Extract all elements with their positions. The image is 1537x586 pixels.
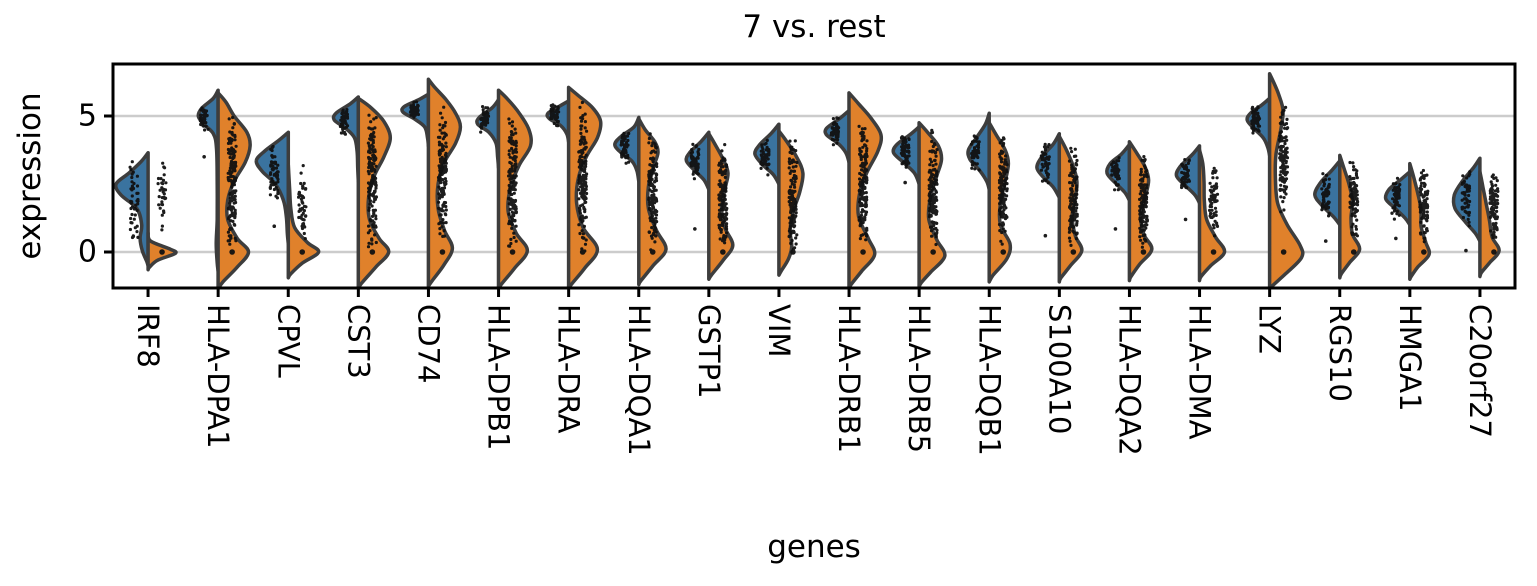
x-tick-label-HLA-DMA: HLA-DMA: [1183, 304, 1217, 440]
dot-strip-rest-CD74: [436, 105, 448, 255]
dot-strip-7-HLA-DQA2: [1110, 156, 1121, 231]
dot-strip-rest-HLA-DMA: [1208, 166, 1220, 255]
x-tick-label-GSTP1: GSTP1: [692, 304, 726, 399]
chart-title: 7 vs. rest: [742, 9, 886, 45]
dot-strip-7-HLA-DQA1: [619, 131, 631, 165]
dot-strip-7-LYZ: [1250, 105, 1262, 135]
x-tick-label-C20orf27: C20orf27: [1463, 304, 1497, 438]
dots-layer: [128, 100, 1500, 255]
dot-strip-7-HLA-DRB1: [829, 116, 841, 147]
dot-strip-rest-HLA-DPB1: [507, 117, 519, 255]
dot-strip-rest-LYZ: [1278, 105, 1290, 255]
y-tick-label-5: 5: [78, 99, 97, 134]
dot-strip-7-HMGA1: [1390, 176, 1402, 241]
x-tick-label-IRF8: IRF8: [131, 304, 165, 368]
y-tick-label-0: 0: [78, 235, 97, 270]
dot-strip-rest-HLA-DPA1: [226, 115, 238, 255]
dot-strip-7-RGS10: [1320, 172, 1331, 243]
dot-strip-rest-CST3: [366, 113, 378, 255]
dot-strip-rest-HLA-DRA: [577, 100, 589, 255]
violin-orange-LYZ: [1267, 72, 1305, 288]
dot-strip-rest-C20orf27: [1488, 173, 1500, 255]
dot-strip-rest-HLA-DQA1: [647, 132, 659, 255]
dot-strip-7-VIM: [759, 138, 771, 177]
violins-layer: [114, 72, 1501, 288]
dot-strip-7-HLA-DPA1: [198, 106, 210, 159]
x-tick-label-HLA-DQB1: HLA-DQB1: [972, 304, 1006, 456]
axes-spines: [111, 62, 1517, 290]
violin-blue-HLA-DPB1: [475, 97, 501, 170]
dot-strip-7-HLA-DMA: [1180, 158, 1191, 222]
x-tick-label-HLA-DRB5: HLA-DRB5: [902, 304, 936, 453]
x-tick-label-HLA-DPA1: HLA-DPA1: [201, 304, 235, 449]
x-tick-label-HLA-DPB1: HLA-DPB1: [482, 304, 516, 450]
violin-orange-HLA-DMA: [1197, 148, 1227, 283]
dot-strip-rest-RGS10: [1348, 160, 1360, 255]
violin-orange-CPVL: [286, 163, 321, 280]
x-tick-label-CPVL: CPVL: [271, 304, 305, 378]
dot-strip-7-HLA-DRB5: [899, 135, 911, 185]
dot-strip-7-GSTP1: [689, 142, 701, 231]
dot-strip-7-CD74: [408, 100, 420, 119]
x-tick-label-HLA-DRA: HLA-DRA: [552, 304, 586, 434]
x-tick-label-VIM: VIM: [762, 304, 796, 357]
x-tick-label-HLA-DQA1: HLA-DQA1: [622, 304, 656, 456]
x-tick-label-HMGA1: HMGA1: [1393, 304, 1427, 412]
dot-strip-7-IRF8: [128, 160, 140, 240]
dot-strip-rest-VIM: [787, 139, 799, 255]
dot-strip-rest-IRF8: [156, 161, 168, 255]
x-tick-label-RGS10: RGS10: [1323, 304, 1357, 402]
dot-strip-rest-HLA-DRB1: [857, 124, 869, 255]
violin-orange-HLA-DRB1: [847, 91, 884, 288]
dot-strip-7-CPVL: [268, 144, 280, 228]
dot-strip-7-HLA-DQB1: [969, 134, 981, 172]
dot-strip-rest-CPVL: [297, 164, 308, 255]
violin-orange-GSTP1: [707, 131, 735, 281]
dot-strip-7-C20orf27: [1460, 170, 1472, 253]
dot-strip-7-HLA-DRA: [549, 103, 561, 128]
dot-strip-rest-S100A10: [1067, 146, 1079, 255]
dot-strip-7-HLA-DPB1: [479, 105, 491, 134]
x-tick-label-LYZ: LYZ: [1253, 304, 1287, 354]
x-tick-label-HLA-DRB1: HLA-DRB1: [832, 304, 866, 453]
y-axis-label: expression: [12, 92, 48, 260]
dot-strip-rest-HLA-DRB5: [927, 128, 939, 255]
x-tick-label-CST3: CST3: [341, 304, 375, 379]
dot-strip-7-S100A10: [1039, 142, 1051, 238]
dot-strip-rest-GSTP1: [717, 143, 729, 255]
dot-strip-rest-HLA-DQB1: [997, 136, 1009, 255]
dot-strip-7-CST3: [338, 108, 350, 136]
x-tick-label-CD74: CD74: [411, 304, 445, 383]
x-tick-label-HLA-DQA2: HLA-DQA2: [1112, 304, 1146, 456]
dot-strip-rest-HMGA1: [1418, 168, 1430, 255]
x-axis-label: genes: [767, 529, 861, 565]
x-tick-label-S100A10: S100A10: [1042, 304, 1076, 435]
dot-strip-rest-HLA-DQA2: [1137, 155, 1149, 255]
